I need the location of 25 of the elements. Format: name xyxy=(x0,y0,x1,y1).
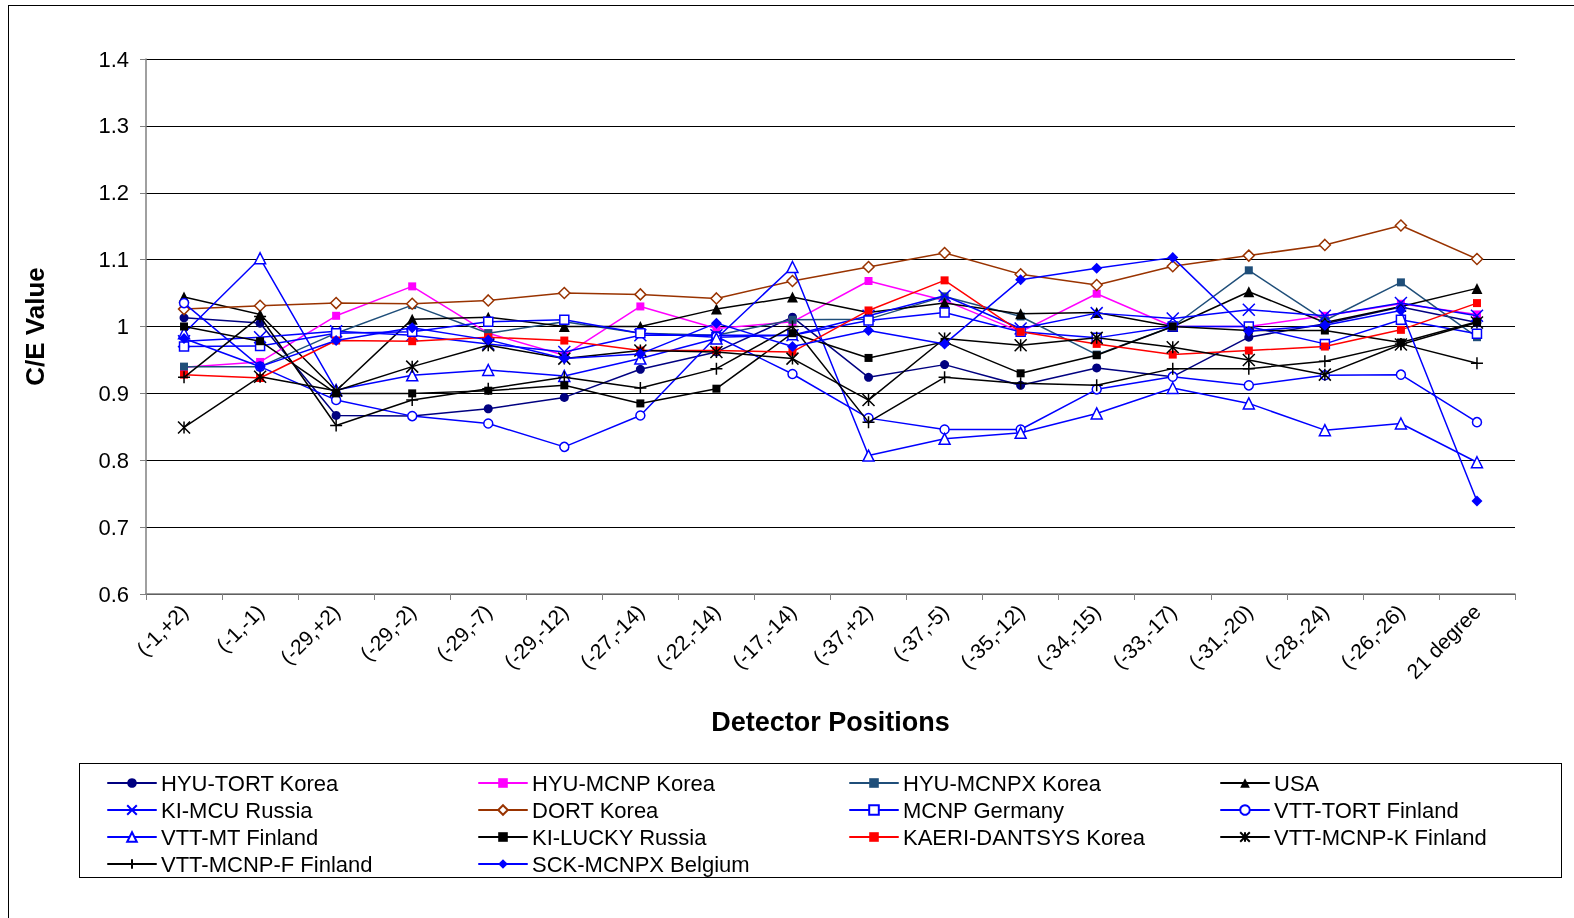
legend-label: USA xyxy=(1274,770,1320,796)
legend-label: MCNP Germany xyxy=(903,797,1064,823)
legend-label: SCK-MCNPX Belgium xyxy=(532,851,750,877)
legend-label: KAERI-DANTSYS Korea xyxy=(903,824,1146,850)
y-tick-label: 1.4 xyxy=(98,46,129,72)
legend-label: HYU-MCNPX Korea xyxy=(903,770,1102,796)
y-axis-title: C/E Value xyxy=(20,267,50,386)
legend-label: KI-LUCKY Russia xyxy=(532,824,708,850)
legend-label: DORT Korea xyxy=(532,797,660,823)
y-tick-label: 1.1 xyxy=(98,247,129,273)
legend-label: HYU-TORT Korea xyxy=(161,770,340,796)
legend-label: KI-MCU Russia xyxy=(161,797,314,823)
legend-label: HYU-MCNP Korea xyxy=(532,770,716,796)
y-tick-label: 1 xyxy=(116,314,129,339)
legend-label: VTT-MCNP-F Finland xyxy=(161,851,373,877)
x-axis-title: Detector Positions xyxy=(711,706,950,737)
legend-label: VTT-TORT Finland xyxy=(1274,797,1459,823)
legend-label: VTT-MCNP-K Finland xyxy=(1274,824,1487,850)
y-tick-label: 0.6 xyxy=(98,581,129,607)
y-tick-label: 1.3 xyxy=(98,113,129,139)
y-tick-label: 1.2 xyxy=(98,180,129,206)
y-tick-label: 0.8 xyxy=(98,447,129,473)
y-tick-label: 0.7 xyxy=(98,514,129,540)
legend-label: VTT-MT Finland xyxy=(161,824,319,850)
y-tick-label: 0.9 xyxy=(98,380,129,406)
